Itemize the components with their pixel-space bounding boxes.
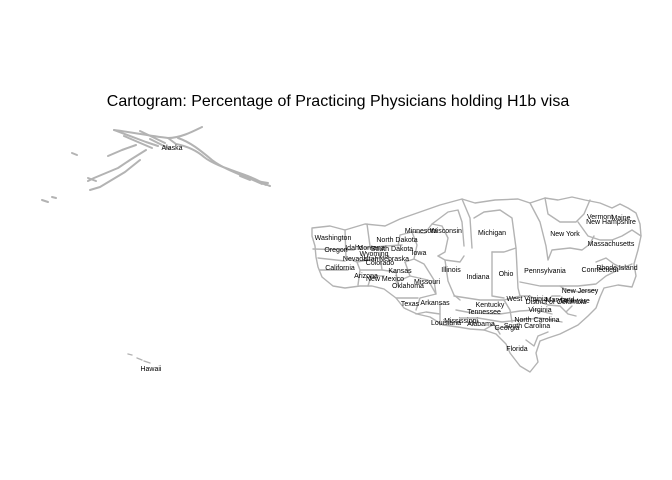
label-mississippi: Mississippi — [444, 318, 478, 325]
label-montana: Montana — [357, 245, 384, 252]
label-delaware: Delaware — [560, 298, 590, 305]
label-iowa: Iowa — [412, 250, 427, 257]
state-outlines — [41, 126, 642, 373]
label-illinois: Illinois — [441, 267, 461, 274]
label-georgia: Georgia — [495, 325, 520, 332]
label-arkansas: Arkansas — [420, 300, 450, 307]
label-wyoming: Wyoming — [359, 251, 388, 258]
label-vermont: Vermont — [587, 214, 613, 221]
label-kansas: Kansas — [388, 268, 412, 275]
label-connecticut: Connecticut — [582, 267, 619, 274]
label-wisconsin: Wisconsin — [430, 228, 462, 235]
label-california: California — [325, 265, 355, 272]
label-florida: Florida — [506, 346, 528, 353]
label-virginia: Virginia — [528, 307, 551, 314]
label-north-dakota: North Dakota — [376, 237, 417, 244]
label-nebraska: Nebraska — [379, 256, 409, 263]
label-louisiana: Louisiana — [431, 320, 461, 327]
label-oklahoma: Oklahoma — [392, 283, 424, 290]
label-indiana: Indiana — [467, 274, 490, 281]
label-missouri: Missouri — [414, 279, 441, 286]
label-texas: Texas — [401, 301, 420, 308]
label-ohio: Ohio — [499, 271, 514, 278]
label-oregon: Oregon — [324, 247, 347, 254]
label-rhode-island: Rhode Island — [596, 265, 637, 272]
label-alaska: Alaska — [161, 145, 182, 152]
label-maryland: Maryland — [546, 297, 575, 304]
label-minnesota: Minnesota — [405, 228, 437, 235]
label-south-carolina: South Carolina — [504, 323, 550, 330]
label-north-carolina: North Carolina — [514, 317, 559, 324]
map-title: Cartogram: Percentage of Practicing Phys… — [107, 93, 570, 110]
label-new-hampshire: New Hampshire — [586, 219, 636, 226]
label-new-mexico: New Mexico — [366, 276, 404, 283]
label-hawaii: Hawaii — [140, 366, 161, 373]
state-labels: Alaska Hawaii Washington Oregon Idaho Mo… — [140, 145, 637, 373]
label-tennessee: Tennessee — [467, 309, 501, 316]
label-massachusetts: Massachusetts — [588, 241, 635, 248]
label-district-of-columbia: District of Columbia — [526, 299, 587, 306]
label-alabama: Alabama — [467, 321, 495, 328]
state-shape-alaska — [41, 126, 271, 203]
label-west-virginia: West Virginia — [507, 296, 548, 303]
state-shape-contiguous-us — [311, 196, 642, 373]
label-arizona: Arizona — [354, 273, 378, 280]
label-new-jersey: New Jersey — [562, 288, 599, 295]
label-maine: Maine — [611, 215, 630, 222]
label-idaho: Idaho — [345, 245, 363, 252]
label-south-dakota: South Dakota — [371, 246, 414, 253]
label-washington: Washington — [315, 235, 352, 242]
label-pennsylvania: Pennsylvania — [524, 268, 566, 275]
label-new-york: New York — [550, 231, 580, 238]
label-kentucky: Kentucky — [476, 302, 505, 309]
label-michigan: Michigan — [478, 230, 506, 237]
label-nevada: Nevada — [343, 256, 367, 263]
label-colorado: Colorado — [366, 260, 395, 267]
state-shape-hawaii — [127, 353, 151, 364]
label-utah: Utah — [364, 256, 379, 263]
